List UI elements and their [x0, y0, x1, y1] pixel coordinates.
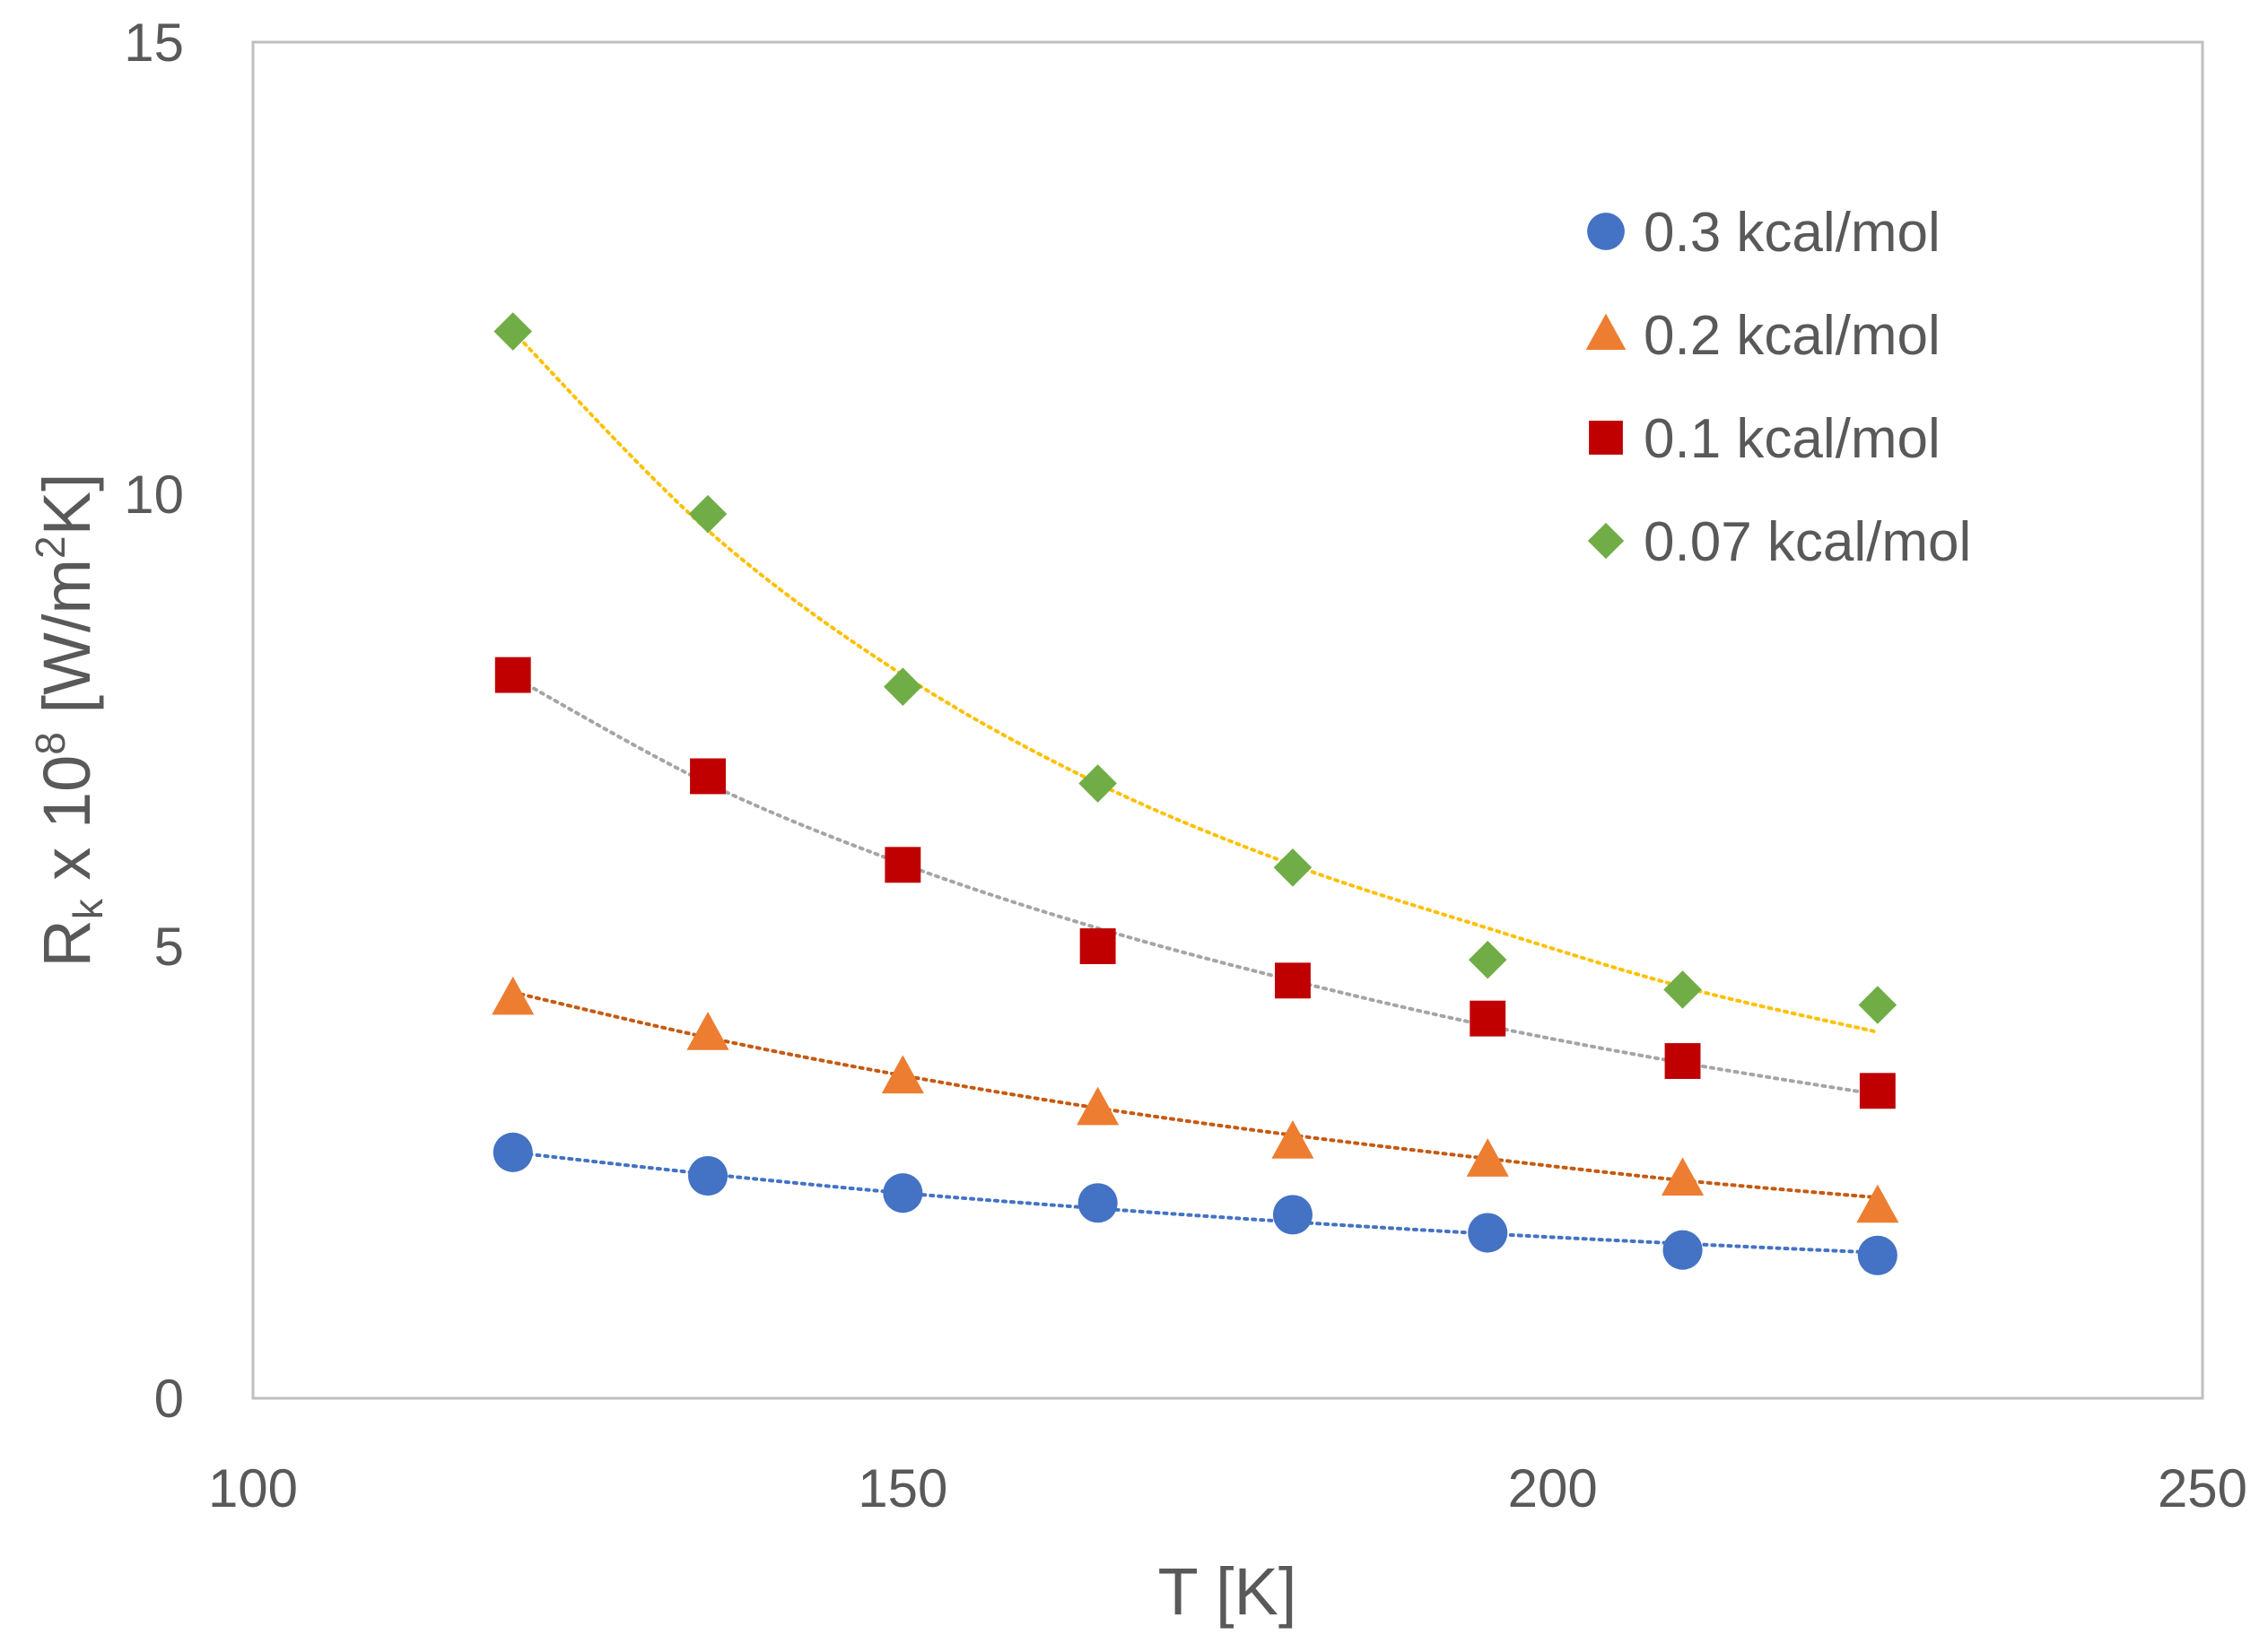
data-point-0-2-kcal-mol	[1466, 1138, 1509, 1177]
trendline-0-1-kcal-mol	[510, 674, 1880, 1097]
data-point-0-1-kcal-mol	[1274, 962, 1311, 999]
data-point-0-07-kcal-mol	[1663, 970, 1702, 1009]
data-point-0-3-kcal-mol	[1857, 1235, 1897, 1275]
y-axis-title-suffix: K]	[30, 473, 104, 535]
data-point-0-07-kcal-mol	[1078, 764, 1117, 803]
legend-label: 0.1 kcal/mol	[1644, 408, 1941, 470]
y-tick-label: 5	[154, 917, 184, 977]
x-tick-label: 200	[1508, 1458, 1598, 1518]
data-point-0-2-kcal-mol	[1856, 1184, 1899, 1223]
data-point-0-2-kcal-mol	[1661, 1157, 1705, 1196]
data-point-0-2-kcal-mol	[1271, 1119, 1314, 1159]
x-tick-label: 150	[858, 1458, 947, 1518]
y-axis-title-prefix: R	[30, 919, 104, 967]
legend-label: 0.2 kcal/mol	[1644, 305, 1941, 367]
y-axis-title-mid: x 10	[30, 755, 104, 899]
data-point-0-3-kcal-mol	[1662, 1230, 1703, 1270]
data-point-0-2-kcal-mol	[881, 1055, 924, 1094]
y-axis-title-superscript: 8	[27, 732, 74, 755]
data-point-0-3-kcal-mol	[883, 1173, 923, 1213]
data-point-0-1-kcal-mol	[690, 758, 726, 795]
x-tick-label: 250	[2158, 1458, 2247, 1518]
trendline-0-2-kcal-mol	[510, 990, 1880, 1200]
data-point-0-1-kcal-mol	[1664, 1043, 1701, 1079]
data-point-0-3-kcal-mol	[493, 1132, 533, 1172]
data-point-0-07-kcal-mol	[688, 494, 728, 534]
data-point-0-07-kcal-mol	[1858, 986, 1897, 1024]
data-point-0-2-kcal-mol	[686, 1012, 729, 1050]
data-point-0-3-kcal-mol	[687, 1155, 728, 1196]
y-axis-title-unit-superscript: 2	[27, 535, 74, 559]
data-point-0-07-kcal-mol	[884, 667, 922, 706]
y-axis-title-subscript: k	[65, 898, 111, 919]
data-point-0-3-kcal-mol	[1272, 1195, 1313, 1235]
legend-marker-0-3-kcal-mol	[1587, 213, 1625, 250]
data-point-0-07-kcal-mol	[493, 312, 533, 351]
data-point-0-1-kcal-mol	[1859, 1073, 1896, 1109]
legend-marker-0-2-kcal-mol	[1585, 313, 1627, 351]
data-point-0-2-kcal-mol	[492, 976, 535, 1015]
y-tick-label: 0	[154, 1369, 184, 1429]
data-point-0-3-kcal-mol	[1468, 1213, 1508, 1253]
trendline-0-3-kcal-mol	[510, 1150, 1880, 1255]
x-tick-label: 100	[208, 1458, 298, 1518]
data-point-0-1-kcal-mol	[1079, 928, 1116, 964]
legend-marker-0-07-kcal-mol	[1587, 522, 1625, 560]
data-markers	[492, 312, 1899, 1275]
x-axis-title: T [K]	[1158, 1554, 1297, 1629]
legend-label: 0.07 kcal/mol	[1644, 511, 1971, 573]
data-point-0-07-kcal-mol	[1468, 940, 1507, 979]
plot-area	[251, 40, 2204, 1400]
trendlines	[510, 329, 1880, 1255]
trendline-0-07-kcal-mol	[510, 329, 1880, 1034]
legend-label: 0.3 kcal/mol	[1644, 202, 1941, 264]
legend-marker-0-1-kcal-mol	[1589, 421, 1623, 455]
y-axis-tick-labels: 0 5 10 15	[124, 13, 184, 1429]
legend: 0.3 kcal/mol 0.2 kcal/mol 0.1 kcal/mol 0.07…	[1585, 202, 1971, 573]
y-axis-title-unit: [W/m	[30, 559, 104, 732]
y-tick-label: 10	[124, 465, 184, 525]
y-tick-label: 15	[124, 13, 184, 73]
data-point-0-1-kcal-mol	[494, 657, 531, 693]
x-axis-tick-labels: 100 150 200 250	[208, 1458, 2247, 1518]
data-point-0-1-kcal-mol	[1470, 1000, 1506, 1037]
data-point-0-1-kcal-mol	[885, 847, 921, 883]
data-point-0-2-kcal-mol	[1077, 1086, 1120, 1126]
data-point-0-3-kcal-mol	[1077, 1183, 1118, 1223]
y-axis-title: Rk x 108 [W/m2K]	[27, 473, 111, 967]
data-point-0-07-kcal-mol	[1273, 848, 1313, 887]
